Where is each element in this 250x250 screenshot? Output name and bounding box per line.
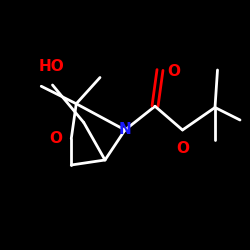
Text: N: N (119, 122, 132, 138)
Text: HO: HO (38, 59, 64, 74)
Text: O: O (50, 131, 63, 146)
Text: O: O (176, 141, 189, 156)
Text: O: O (167, 64, 180, 79)
